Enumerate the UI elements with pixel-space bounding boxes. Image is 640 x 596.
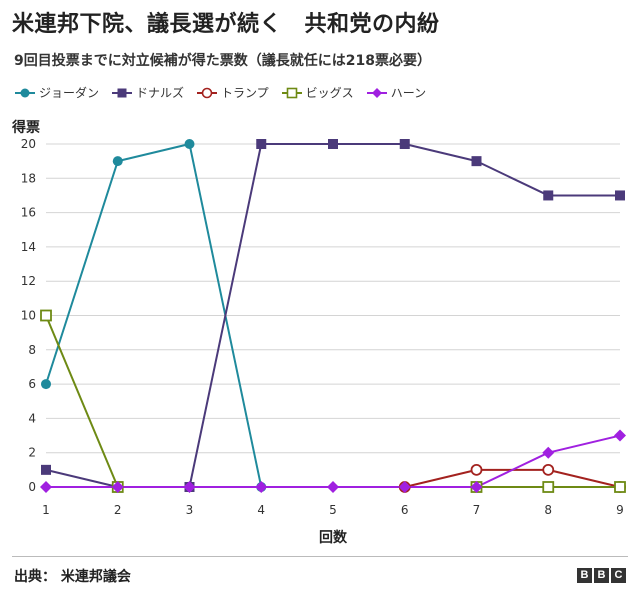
x-tick-label: 8 [544, 503, 552, 517]
legend-label: ビッグス [305, 86, 354, 100]
y-tick-label: 2 [28, 446, 36, 460]
y-tick-label: 18 [21, 171, 36, 185]
data-point [40, 481, 52, 493]
y-tick-label: 20 [21, 137, 36, 151]
chart-subtitle: 9回目投票までに対立候補が得た票数（議長就任には218票必要） [14, 53, 431, 69]
data-point [399, 139, 410, 149]
data-point [542, 463, 555, 476]
legend-marker-circle-filled-icon [15, 88, 35, 97]
data-point [112, 156, 123, 167]
y-axis-title: 得票 [11, 119, 40, 136]
x-tick-label: 9 [616, 503, 624, 517]
data-point [471, 156, 482, 167]
data-point [470, 463, 483, 476]
x-tick-label: 3 [186, 503, 194, 517]
legend-label: ハーン [390, 86, 427, 100]
data-point [542, 446, 555, 459]
data-point [615, 190, 625, 201]
bbc-logo: B B C [575, 568, 626, 583]
legend-marker-square-filled-icon [112, 88, 133, 97]
legend-marker-circle-open-icon [197, 87, 218, 98]
legend-label: ドナルズ [136, 86, 185, 100]
series-line [46, 434, 621, 488]
footer-divider [12, 556, 628, 557]
bbc-logo-block: C [611, 568, 626, 583]
legend-item: トランプ [196, 84, 269, 101]
y-tick-label: 0 [28, 480, 36, 494]
legend-item: ビッグス [281, 84, 354, 101]
data-point [542, 481, 555, 493]
bbc-logo-block: B [577, 568, 592, 583]
source-note: 出典： 米連邦議会 [14, 569, 131, 585]
data-point [41, 464, 51, 475]
x-tick-label: 5 [329, 503, 337, 517]
y-tick-label: 4 [28, 411, 36, 425]
series-line [45, 315, 119, 488]
data-point [398, 481, 411, 493]
legend-item: ジョーダン [14, 84, 99, 101]
series-line [404, 468, 621, 488]
x-tick-label: 7 [473, 503, 481, 517]
legend-item: ドナルズ [111, 84, 184, 101]
data-point [614, 481, 626, 493]
y-tick-label: 6 [28, 377, 36, 391]
legend: ジョーダン ドナルズ トランプ ビッグス ハーン [14, 84, 438, 101]
data-point [614, 429, 626, 442]
x-tick-label: 6 [401, 503, 409, 517]
data-point [327, 481, 339, 493]
data-point [183, 481, 196, 493]
y-tick-label: 12 [21, 274, 36, 288]
legend-item: ハーン [366, 84, 426, 101]
x-tick-label: 4 [257, 503, 265, 517]
data-point [41, 379, 51, 390]
x-tick-label: 1 [42, 503, 50, 517]
legend-marker-square-open-icon [281, 87, 302, 98]
data-point [111, 481, 124, 493]
x-axis-title: 回数 [319, 529, 348, 546]
data-point [543, 190, 554, 201]
data-point [328, 139, 338, 149]
y-tick-label: 16 [21, 206, 36, 220]
chart-title: 米連邦下院、議長選が続く 共和党の内紛 [12, 12, 440, 37]
bbc-logo-block: B [594, 568, 609, 583]
data-point [40, 309, 52, 322]
y-tick-label: 14 [21, 240, 36, 254]
y-tick-label: 10 [21, 309, 36, 323]
legend-label: ジョーダン [39, 86, 100, 100]
legend-marker-diamond-filled-icon [366, 87, 387, 98]
data-point [255, 481, 268, 493]
x-tick-label: 2 [114, 503, 122, 517]
data-point [184, 139, 195, 149]
legend-label: トランプ [221, 86, 269, 100]
y-tick-label: 8 [28, 343, 36, 357]
data-point [470, 481, 483, 493]
data-point [256, 139, 267, 149]
